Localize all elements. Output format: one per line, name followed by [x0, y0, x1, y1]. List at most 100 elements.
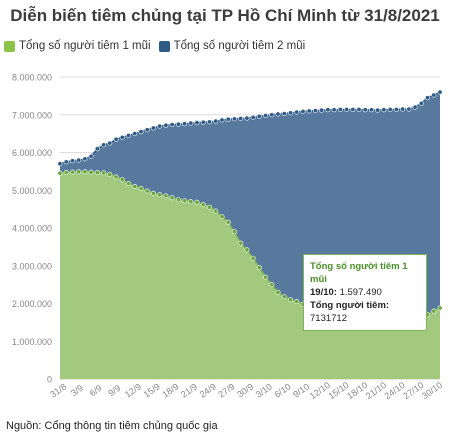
tooltip-date-value: 1.597.490: [339, 287, 382, 298]
data-point: [344, 106, 350, 112]
tooltip-total-row: Tổng người tiêm: 7131712: [310, 299, 420, 325]
data-point: [424, 95, 430, 101]
data-point: [287, 110, 293, 116]
data-point: [76, 157, 82, 163]
data-point: [256, 113, 262, 119]
data-point: [63, 159, 69, 165]
data-point: [182, 198, 188, 204]
data-point: [57, 170, 63, 176]
y-tick-label: 8.000.000: [12, 73, 52, 83]
data-point: [231, 229, 237, 235]
data-tooltip: Tổng số người tiêm 1 mũi 19/10: 1.597.49…: [303, 254, 427, 331]
y-tick-label: 0: [47, 375, 52, 385]
y-axis-ticks: 0 1.000.000 2.000.000 3.000.000 4.000.000 5.0…: [12, 73, 52, 385]
data-point: [207, 204, 213, 210]
data-point: [250, 255, 256, 261]
data-point: [94, 170, 100, 176]
data-point: [175, 121, 181, 127]
data-point: [194, 199, 200, 205]
legend-item-1-dose[interactable]: Tổng số người tiêm 1 mũi: [4, 40, 151, 52]
x-tick-label: 9/9: [106, 383, 122, 398]
data-point: [119, 134, 125, 140]
data-point: [275, 111, 281, 117]
data-point: [132, 131, 138, 137]
data-point: [269, 112, 275, 118]
data-point: [63, 170, 69, 176]
data-point: [356, 106, 362, 112]
data-point: [200, 119, 206, 125]
data-point: [88, 153, 94, 159]
legend-swatch-2-dose: [158, 40, 170, 52]
tooltip-date-label: 19/10:: [310, 287, 337, 298]
y-tick-label: 7.000.000: [12, 110, 52, 120]
data-point: [350, 106, 356, 112]
data-point: [70, 169, 76, 175]
data-point: [76, 169, 82, 175]
data-point: [132, 184, 138, 190]
data-point: [219, 117, 225, 123]
data-point: [194, 120, 200, 126]
data-point: [188, 120, 194, 126]
y-tick-label: 4.000.000: [12, 224, 52, 234]
data-point: [312, 108, 318, 114]
data-point: [126, 133, 132, 139]
area-chart: 0 1.000.000 2.000.000 3.000.000 4.000.000 5.0…: [12, 73, 444, 402]
data-point: [437, 89, 443, 95]
data-point: [362, 107, 368, 113]
x-tick-label: 27/9: [216, 381, 236, 399]
data-point: [319, 107, 325, 113]
tooltip-title: Tổng số người tiêm 1 mũi: [310, 261, 408, 285]
data-point: [144, 188, 150, 194]
data-point: [393, 106, 399, 112]
x-tick-label: 24/9: [198, 381, 218, 399]
legend-item-2-dose[interactable]: Tổng số người tiêm 2 mũi: [158, 40, 305, 52]
data-point: [119, 177, 125, 183]
x-tick-label: 6/10: [272, 381, 292, 399]
data-point: [88, 169, 94, 175]
x-tick-label: 15/9: [142, 381, 162, 399]
data-point: [163, 122, 169, 128]
data-point: [225, 116, 231, 122]
y-tick-label: 5.000.000: [12, 186, 52, 196]
data-point: [150, 190, 156, 196]
data-point: [213, 208, 219, 214]
data-point: [200, 202, 206, 208]
data-point: [331, 107, 337, 113]
data-point: [113, 174, 119, 180]
data-point: [213, 118, 219, 124]
data-point: [126, 181, 132, 187]
data-point: [263, 112, 269, 118]
data-point: [431, 92, 437, 98]
chart-legend: Tổng số người tiêm 1 mũi Tổng số người t…: [4, 40, 313, 52]
data-point: [144, 127, 150, 133]
x-axis-ticks: 31/8 3/9 6/9 9/9 12/915/918/921/924/927/930/…: [48, 380, 444, 401]
data-point: [157, 123, 163, 129]
data-point: [250, 114, 256, 120]
data-point: [256, 265, 262, 271]
data-point: [431, 308, 437, 314]
data-point: [281, 111, 287, 117]
x-tick-label: 6/9: [88, 383, 104, 398]
data-point: [107, 140, 113, 146]
data-point: [368, 107, 374, 113]
y-tick-label: 6.000.000: [12, 148, 52, 158]
x-tick-label: 21/9: [179, 381, 199, 399]
tooltip-total-value: 7131712: [310, 313, 347, 324]
data-point: [375, 107, 381, 113]
data-point: [306, 108, 312, 114]
data-point: [244, 115, 250, 121]
tooltip-date-row: 19/10: 1.597.490: [310, 286, 420, 299]
data-point: [182, 121, 188, 127]
data-point: [188, 199, 194, 205]
data-point: [113, 136, 119, 142]
data-point: [225, 219, 231, 225]
data-point: [269, 282, 275, 288]
y-tick-label: 1.000.000: [12, 337, 52, 347]
data-point: [169, 122, 175, 128]
data-point: [138, 129, 144, 135]
x-tick-label: 30/10: [420, 380, 444, 401]
data-point: [406, 106, 412, 112]
y-tick-label: 2.000.000: [12, 299, 52, 309]
series-areas: [59, 91, 441, 379]
x-tick-label: 3/9: [69, 383, 85, 398]
